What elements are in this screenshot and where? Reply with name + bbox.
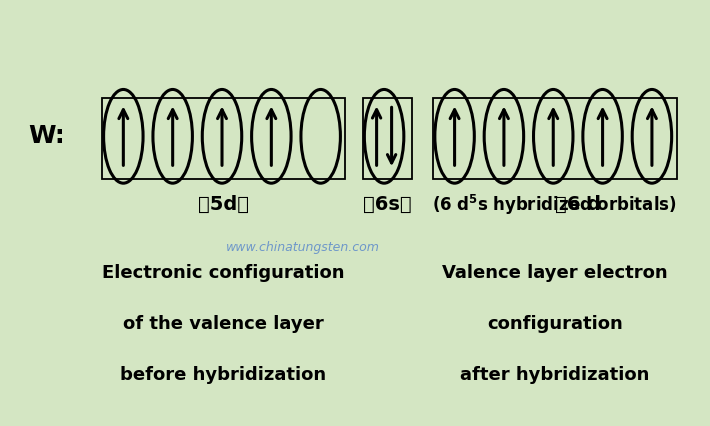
Text: www.chinatungsten.com: www.chinatungsten.com [226, 241, 380, 253]
Text: of the valence layer: of the valence layer [123, 315, 324, 333]
Text: （5d）: （5d） [198, 195, 249, 214]
Text: $\mathbf{( 6\ d^5s}$ $\mathbf{hybridized\ orbitals)}$: $\mathbf{( 6\ d^5s}$ $\mathbf{hybridized… [432, 193, 677, 216]
Text: W:: W: [28, 124, 65, 148]
Bar [363, 98, 413, 179]
Text: after hybridization: after hybridization [460, 366, 650, 384]
Text: （6s）: （6s） [363, 195, 411, 214]
Text: before hybridization: before hybridization [121, 366, 327, 384]
Bar [433, 98, 677, 179]
Text: Electronic configuration: Electronic configuration [102, 264, 344, 282]
Text: configuration: configuration [487, 315, 623, 333]
Text: Valence layer electron: Valence layer electron [442, 264, 667, 282]
Text: （6 d: （6 d [555, 195, 601, 214]
Bar [102, 98, 345, 179]
